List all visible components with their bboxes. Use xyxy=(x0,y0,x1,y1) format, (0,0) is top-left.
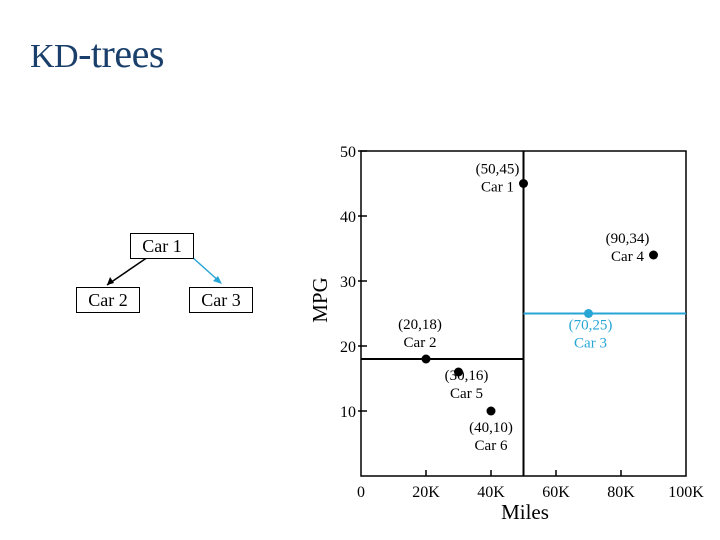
tree-node-right: Car 3 xyxy=(189,287,253,313)
y-tick-label: 20 xyxy=(340,339,356,356)
title-prefix: KD xyxy=(30,38,79,75)
point-name-label: Car 3 xyxy=(574,336,607,352)
point-name-label: Car 2 xyxy=(404,335,437,351)
tree-edge-left xyxy=(106,256,149,286)
x-tick-label: 60K xyxy=(542,484,570,501)
point-coord-label: (40,10) xyxy=(469,420,513,436)
tree-node-root: Car 1 xyxy=(130,233,194,259)
y-axis-label: MPG xyxy=(308,277,332,323)
point-coord-label: (30,16) xyxy=(445,368,489,384)
page-title: KD-trees xyxy=(30,30,164,77)
point-name-label: Car 1 xyxy=(481,180,514,196)
tree-edge-right xyxy=(191,256,221,283)
point-coord-label: (70,25) xyxy=(569,318,613,334)
data-point xyxy=(649,250,658,260)
title-suffix: -trees xyxy=(78,31,164,76)
data-point xyxy=(519,179,528,188)
y-tick-label: 30 xyxy=(340,274,356,291)
tree-node-left: Car 2 xyxy=(76,287,140,313)
point-coord-label: (90,34) xyxy=(606,231,650,247)
tree-arrow-left xyxy=(107,277,114,285)
point-coord-label: (20,18) xyxy=(398,317,442,333)
data-point xyxy=(486,406,496,416)
point-name-label: Car 4 xyxy=(611,249,644,265)
x-tick-label: 0 xyxy=(357,484,365,501)
x-tick-label: 100K xyxy=(668,484,704,501)
data-point xyxy=(584,309,593,318)
data-point xyxy=(454,367,463,377)
point-name-label: Car 5 xyxy=(450,386,483,402)
y-tick-label: 10 xyxy=(340,404,356,421)
point-name-label: Car 6 xyxy=(475,438,508,454)
x-tick-label: 20K xyxy=(412,484,440,501)
y-tick-label: 50 xyxy=(340,144,356,161)
x-tick-label: 40K xyxy=(477,484,505,501)
point-coord-label: (50,45) xyxy=(476,162,520,178)
y-tick-label: 40 xyxy=(340,209,356,226)
data-point xyxy=(421,354,431,364)
x-tick-label: 80K xyxy=(607,484,635,501)
x-axis-label: Miles xyxy=(501,500,549,524)
tree-arrow-right xyxy=(213,276,222,284)
